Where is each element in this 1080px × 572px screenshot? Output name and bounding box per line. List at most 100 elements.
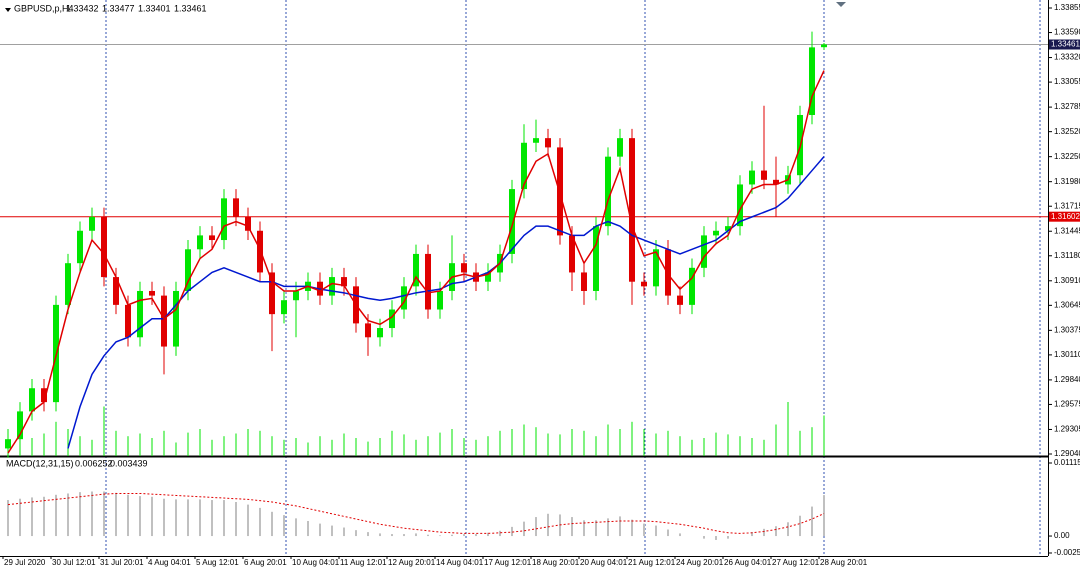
volume-bar [559,434,561,456]
candle-body [41,388,47,403]
symbol-label: GBPUSD,p,H4 [14,3,74,13]
y2-tick-label: 0.00 [1054,531,1070,540]
volume-bar [367,441,369,456]
volume-bar [787,402,789,456]
candle-body [293,290,299,301]
y-tick-label: 1.31980 [1054,177,1080,186]
volume-bar [175,442,177,456]
header-close: 1.33461 [174,3,207,13]
x-tick-label: 6 Aug 20:01 [244,558,287,567]
x-tick-label: 12 Aug 20:01 [388,558,436,567]
candle-body [161,295,167,347]
candle-body [413,253,419,287]
level-tag-bg [1049,211,1080,222]
y-tick-label: 1.33855 [1054,3,1080,12]
menu-arrow[interactable] [5,8,11,12]
volume-bar [247,429,249,456]
volume-bar [139,433,141,456]
slow-moving-average [67,156,825,449]
volume-bar [319,436,321,456]
x-tick-label: 11 Aug 12:01 [340,558,387,567]
volume-bar [643,429,645,456]
volume-bar [163,430,165,456]
macd-signal-line [7,492,825,534]
volume-bar [571,429,573,456]
candle-body [281,300,287,315]
volume-bar [331,439,333,456]
volume-bar [655,433,657,456]
x-tick-label: 29 Jul 2020 [4,558,46,567]
volume-bar [619,429,621,456]
candle-body [329,277,335,296]
volume-bar [739,436,741,456]
volume-bar [475,439,477,456]
candle-body [701,235,707,268]
candle-body [545,138,551,148]
candle-body [761,170,767,180]
volume-bar [307,442,309,456]
candle-body [425,253,431,310]
x-tick-label: 28 Aug 20:01 [820,558,868,567]
volume-bar [403,434,405,456]
y-tick-label: 1.33320 [1054,53,1080,62]
x-tick-label: 30 Jul 12:01 [52,558,96,567]
volume-bar [607,424,609,456]
volume-bar [151,438,153,456]
candle-body [437,290,443,310]
x-tick-label: 4 Aug 04:01 [148,558,191,567]
volume-bar [451,429,453,456]
candle-body [137,290,143,338]
plot-area [0,31,1048,540]
y-tick-label: 1.31715 [1054,201,1080,210]
volume-bar [31,438,33,456]
price-tag-bg [1049,39,1080,50]
candle-body [581,272,587,291]
candle-body [17,411,23,440]
y2-tick-label: 0.011154 [1054,458,1080,467]
volume-bar [199,429,201,456]
volume-bar [679,436,681,456]
candle-body [533,138,539,143]
x-tick-label: 5 Aug 12:01 [196,558,239,567]
candle-body [593,226,599,291]
candle-body [713,230,719,236]
x-tick-label: 24 Aug 20:01 [676,558,724,567]
x-tick-label: 17 Aug 12:01 [484,558,532,567]
x-tick-label: 27 Aug 12:01 [772,558,820,567]
candle-body [653,249,659,287]
volume-bar [379,438,381,456]
y-tick-label: 1.31180 [1054,251,1080,260]
header-open: 1.33432 [66,3,99,13]
candle-body [77,230,83,264]
volume-bar [355,438,357,456]
volume-bar [187,432,189,456]
level-tag: 1.31602 [1051,212,1080,221]
volume-bar [547,433,549,456]
shift-marker [836,2,846,7]
candle-body [101,216,107,278]
candle-body [209,235,215,241]
volume-bar [43,433,45,456]
volume-bar [343,433,345,456]
macd-value: 0.006252 [75,458,113,468]
volume-bar [763,439,765,456]
candle-body [725,226,731,231]
volume-bar [211,439,213,456]
candle-body [65,263,71,305]
volume-bar [799,430,801,456]
y-tick-label: 1.29305 [1054,425,1080,434]
x-tick-label: 14 Aug 04:01 [436,558,484,567]
volume-bar [811,427,813,456]
volume-bar [415,439,417,456]
candle-body [773,179,779,185]
x-tick-label: 20 Aug 04:01 [580,558,628,567]
volume-bar [727,434,729,456]
volume-bar [271,436,273,456]
volume-bar [751,438,753,456]
candle-body [401,286,407,310]
volume-bar [439,432,441,456]
y-tick-label: 1.30110 [1054,350,1080,359]
x-tick-label: 31 Jul 20:01 [100,558,144,567]
